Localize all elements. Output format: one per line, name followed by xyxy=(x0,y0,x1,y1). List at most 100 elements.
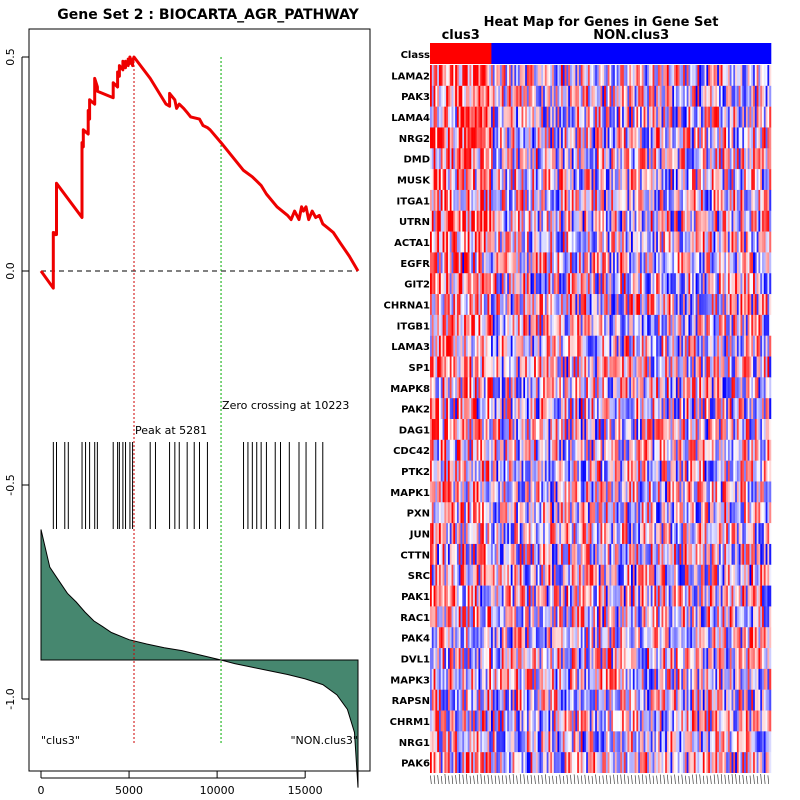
heatmap-cell xyxy=(580,252,583,274)
heatmap-cell xyxy=(607,543,610,565)
heatmap-cell xyxy=(740,335,743,357)
heatmap-cell xyxy=(602,419,605,441)
heatmap-cell xyxy=(754,127,757,149)
heatmap-cell xyxy=(503,169,506,191)
heatmap-cell xyxy=(537,460,540,482)
heatmap-cell xyxy=(763,564,766,586)
heatmap-cell xyxy=(512,231,515,253)
heatmap-cell xyxy=(489,314,492,336)
heatmap-cell xyxy=(686,252,689,274)
heatmap-cell xyxy=(745,564,748,586)
heatmap-cell xyxy=(566,356,569,378)
heatmap-cell xyxy=(738,398,741,420)
heatmap-cell xyxy=(613,460,616,482)
heatmap-cell xyxy=(639,335,643,357)
heatmap-cell xyxy=(668,523,671,545)
heatmap-cell xyxy=(593,65,596,87)
heatmap-cell xyxy=(446,314,449,336)
heatmap-cell xyxy=(523,502,526,524)
heatmap-cell xyxy=(733,106,736,128)
heatmap-cell xyxy=(715,356,718,378)
heatmap-cell xyxy=(442,543,445,565)
heatmap-cell xyxy=(539,377,542,399)
heatmap-cell xyxy=(499,460,503,482)
heatmap-cell xyxy=(455,564,458,586)
heatmap-cell xyxy=(675,314,678,336)
heatmap-cell xyxy=(451,148,454,170)
heatmap-cell xyxy=(622,169,625,191)
heatmap-cell xyxy=(643,127,646,149)
heatmap-cell xyxy=(648,169,651,191)
heatmap-cell xyxy=(656,106,659,128)
heatmap-cell xyxy=(645,564,648,586)
heatmap-cell xyxy=(614,543,617,565)
heatmap-cell xyxy=(625,335,628,357)
heatmap-cell xyxy=(670,335,673,357)
heatmap-cell xyxy=(638,314,641,336)
heatmap-cell xyxy=(648,564,651,586)
heatmap-cell xyxy=(717,210,720,232)
heatmap-cell xyxy=(675,543,678,565)
heatmap-cell xyxy=(742,439,745,461)
heatmap-cell xyxy=(582,231,585,253)
heatmap-cell xyxy=(693,564,696,586)
heatmap-cell xyxy=(435,502,438,524)
heatmap-cell xyxy=(745,460,748,482)
heatmap-cell xyxy=(701,148,704,170)
heatmap-cell xyxy=(596,398,599,420)
heatmap-cell xyxy=(713,377,716,399)
heatmap-cell xyxy=(629,502,632,524)
heatmap-cell xyxy=(665,356,668,378)
heatmap-cell xyxy=(491,523,494,545)
heatmap-cell xyxy=(679,335,682,357)
heatmap-cell xyxy=(568,252,571,274)
heatmap-cell xyxy=(726,460,729,482)
heatmap-cell xyxy=(650,127,653,149)
heatmap-cell xyxy=(616,398,619,420)
heatmap-cell xyxy=(625,231,628,253)
heatmap-cell xyxy=(645,210,648,232)
heatmap-cell xyxy=(670,502,673,524)
heatmap-cell xyxy=(521,127,524,149)
heatmap-cell xyxy=(758,377,761,399)
heatmap-cell xyxy=(690,543,693,565)
heatmap-cell xyxy=(675,460,678,482)
heatmap-cell xyxy=(467,543,470,565)
heatmap-cell xyxy=(747,439,750,461)
heatmap-cell xyxy=(471,585,474,607)
heatmap-cell xyxy=(483,543,486,565)
heatmap-cell xyxy=(492,481,495,503)
heatmap-cell xyxy=(458,419,461,441)
heatmap-cell xyxy=(767,398,770,420)
heatmap-cell xyxy=(473,65,476,87)
heatmap-cell xyxy=(692,189,695,211)
heatmap-cell xyxy=(605,252,608,274)
heatmap-cell xyxy=(562,460,565,482)
heatmap-cell xyxy=(521,335,524,357)
heatmap-cell xyxy=(742,252,745,274)
heatmap-cell xyxy=(672,252,675,274)
heatmap-cell xyxy=(433,231,436,253)
heatmap-cell xyxy=(541,148,544,170)
heatmap-cell xyxy=(609,273,612,295)
heatmap-cell xyxy=(431,148,434,170)
heatmap-cell xyxy=(760,210,763,232)
heatmap-cell xyxy=(553,502,556,524)
heatmap-cell xyxy=(661,439,664,461)
heatmap-cell xyxy=(503,523,506,545)
heatmap-cell xyxy=(485,564,488,586)
heatmap-cell xyxy=(548,314,551,336)
heatmap-cell xyxy=(523,252,526,274)
heatmap-cell xyxy=(596,65,599,87)
heatmap-cell xyxy=(736,169,739,191)
heatmap-cell xyxy=(519,564,522,586)
heatmap-cell xyxy=(758,252,761,274)
heatmap-cell xyxy=(756,481,759,503)
heatmap-cell xyxy=(546,106,549,128)
heatmap-cell xyxy=(726,356,729,378)
heatmap-cell xyxy=(437,210,440,232)
heatmap-cell xyxy=(751,460,754,482)
heatmap-cell xyxy=(690,252,693,274)
heatmap-cell xyxy=(532,231,535,253)
heatmap-cell xyxy=(474,356,477,378)
